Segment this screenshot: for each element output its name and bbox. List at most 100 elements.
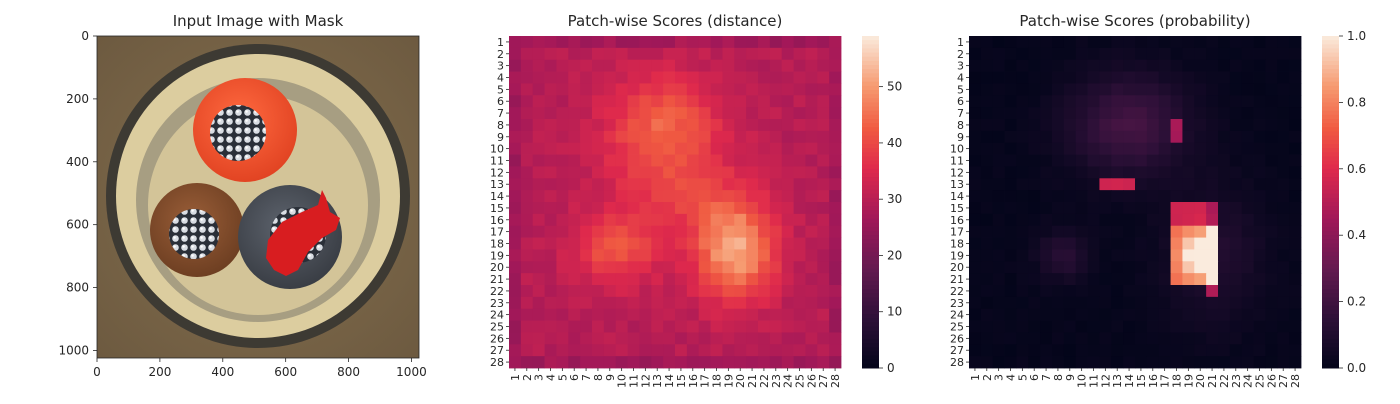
heatmap-cell bbox=[734, 178, 747, 191]
colorbar-segment bbox=[862, 314, 879, 319]
heatmap-cell bbox=[817, 296, 830, 310]
heatmap-cell bbox=[992, 83, 1005, 96]
colorbar-segment bbox=[1322, 231, 1339, 236]
heatmap-cell bbox=[1123, 237, 1136, 250]
heatmap-cell bbox=[1253, 273, 1266, 286]
heatmap-y-tick-label: 13 bbox=[490, 178, 504, 191]
heatmap-x-tick-label: 14 bbox=[663, 374, 676, 388]
heatmap-cell bbox=[1146, 237, 1160, 250]
heatmap-cell bbox=[1075, 130, 1088, 144]
heatmap-cell bbox=[1170, 261, 1183, 274]
colorbar-segment bbox=[862, 318, 879, 323]
heatmap-cell bbox=[817, 130, 830, 144]
heatmap-cell bbox=[710, 273, 723, 286]
heatmap-cell bbox=[758, 190, 771, 203]
heatmap-cell bbox=[1123, 154, 1136, 167]
heatmap-cell bbox=[509, 237, 522, 250]
heatmap-y-tick-label: 18 bbox=[490, 238, 504, 251]
heatmap-cell bbox=[969, 83, 982, 96]
heatmap-cell bbox=[1004, 47, 1017, 61]
heatmap-cell bbox=[1087, 95, 1100, 108]
heatmap-cell bbox=[592, 296, 605, 310]
heatmap-cell bbox=[1016, 130, 1029, 144]
heatmap-cell bbox=[532, 95, 545, 108]
colorbar-segment bbox=[862, 168, 879, 174]
heatmap-cell bbox=[532, 36, 545, 49]
heatmap-cell bbox=[603, 36, 617, 49]
heatmap-cell bbox=[568, 308, 581, 321]
heatmap-cell bbox=[1040, 296, 1053, 310]
heatmap-cell bbox=[1063, 142, 1077, 155]
heatmap-cell bbox=[1289, 166, 1302, 179]
heatmap-cell bbox=[1253, 296, 1266, 310]
heatmap-cell bbox=[675, 190, 688, 203]
heatmap-cell bbox=[781, 166, 794, 179]
heatmap-cell bbox=[1123, 285, 1136, 298]
heatmap-cell bbox=[1016, 47, 1029, 61]
heatmap-cell bbox=[1253, 356, 1266, 369]
heatmap-cell bbox=[509, 119, 522, 132]
heatmap-cell bbox=[615, 225, 628, 238]
heatmap-cell bbox=[781, 249, 794, 262]
heatmap-cell bbox=[969, 249, 982, 262]
colorbar-segment bbox=[862, 139, 879, 145]
p1-y-tick-label: 800 bbox=[66, 281, 89, 295]
heatmap-cell bbox=[615, 107, 628, 120]
heatmap-x-tick-label: 5 bbox=[556, 374, 569, 381]
heatmap-y-tick-label: 20 bbox=[950, 261, 964, 274]
heatmap-cell bbox=[627, 237, 640, 250]
heatmap-cell bbox=[1277, 225, 1290, 238]
heatmap-cell bbox=[580, 190, 593, 203]
heatmap-cell bbox=[722, 154, 735, 167]
heatmap-cell bbox=[1206, 202, 1219, 215]
heatmap-cell bbox=[1277, 107, 1290, 120]
heatmap-cell bbox=[675, 273, 688, 286]
heatmap-cell bbox=[1158, 83, 1171, 96]
heatmap-cell bbox=[710, 190, 723, 203]
heatmap-cell bbox=[1028, 356, 1041, 369]
heatmap-cell bbox=[758, 261, 771, 274]
heatmap-cell bbox=[1265, 71, 1278, 84]
heatmap-cell bbox=[1146, 308, 1160, 321]
heatmap-cell bbox=[1241, 59, 1254, 72]
heatmap-cell bbox=[1206, 154, 1219, 167]
heatmap-cell bbox=[651, 225, 664, 238]
heatmap-cell bbox=[1241, 213, 1254, 227]
heatmap-cell bbox=[805, 249, 818, 262]
heatmap-cell bbox=[568, 273, 581, 286]
heatmap-cell bbox=[1075, 356, 1088, 369]
heatmap-cell bbox=[1063, 36, 1077, 49]
heatmap-cell bbox=[1123, 83, 1136, 96]
heatmap-cell bbox=[1075, 178, 1088, 191]
heatmap-cell bbox=[980, 36, 994, 49]
heatmap-cell bbox=[532, 237, 545, 250]
heatmap-cell bbox=[1111, 273, 1124, 286]
heatmap-cell bbox=[1004, 261, 1017, 274]
heatmap-cell bbox=[980, 296, 994, 310]
colorbar-segment bbox=[1322, 214, 1339, 220]
heatmap-cell bbox=[1028, 83, 1041, 96]
heatmap-cell bbox=[556, 47, 569, 61]
heatmap-cell bbox=[805, 178, 818, 191]
colorbar-segment bbox=[862, 338, 879, 344]
heatmap-cell bbox=[734, 71, 747, 84]
heatmap-x-tick-label: 5 bbox=[1016, 374, 1029, 381]
heatmap-cell bbox=[710, 59, 723, 72]
colorbar-segment bbox=[862, 114, 879, 120]
heatmap-cell bbox=[992, 213, 1005, 227]
heatmap-cell bbox=[651, 308, 664, 321]
panel-distance-heatmap: Patch-wise Scores (distance) 12345678910… bbox=[490, 12, 902, 388]
heatmap-cell bbox=[1265, 166, 1278, 179]
heatmap-cell bbox=[769, 332, 783, 345]
heatmap-cell bbox=[1289, 237, 1302, 250]
heatmap-cell bbox=[1253, 119, 1266, 132]
heatmap-y-tick-label: 6 bbox=[497, 95, 504, 108]
heatmap-cell bbox=[1075, 225, 1088, 238]
heatmap-cell bbox=[1052, 154, 1065, 167]
heatmap-cell bbox=[520, 83, 534, 96]
colorbar-segment bbox=[862, 351, 879, 357]
heatmap-cell bbox=[1241, 47, 1254, 61]
heatmap-cell bbox=[1063, 308, 1077, 321]
heatmap-cell bbox=[556, 59, 569, 72]
heatmap-cell bbox=[710, 166, 723, 179]
